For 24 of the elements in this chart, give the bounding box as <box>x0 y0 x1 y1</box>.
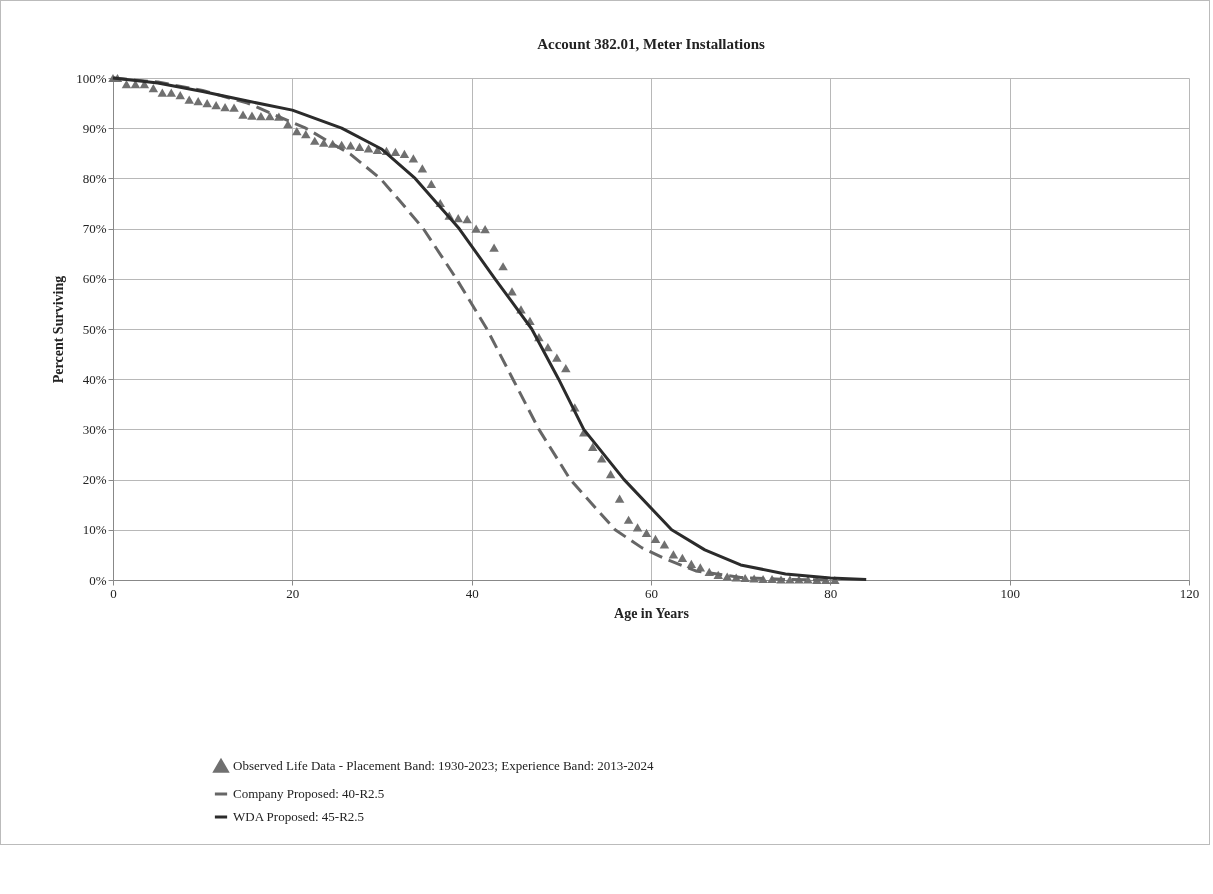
x-tick-label: 20 <box>286 585 300 601</box>
y-tick-label: 30% <box>82 421 107 437</box>
y-tick-label: 20% <box>82 472 107 488</box>
legend-label: WDA Proposed: 45-R2.5 <box>233 809 365 824</box>
y-tick-label: 70% <box>82 221 107 237</box>
y-tick-label: 100% <box>76 70 107 86</box>
x-tick-label: 80 <box>824 585 838 601</box>
chart-title: Account 382.01, Meter Installations <box>537 36 765 52</box>
legend-label: Company Proposed: 40-R2.5 <box>233 786 385 801</box>
y-tick-label: 80% <box>82 170 107 186</box>
legend-label: Observed Life Data - Placement Band: 1930-2023; Experience Band: 2013-2024 <box>233 758 655 773</box>
y-tick-label: 90% <box>82 120 107 136</box>
y-tick-label: 50% <box>82 321 107 337</box>
y-tick-label: 10% <box>82 522 107 538</box>
x-tick-label: 60 <box>645 585 658 601</box>
y-tick-label: 60% <box>82 271 107 287</box>
y-tick-label: 40% <box>82 371 107 387</box>
x-axis-title: Age in Years <box>614 605 690 621</box>
x-tick-label: 0 <box>110 585 117 601</box>
y-axis-title: Percent Surviving <box>51 275 67 384</box>
y-tick-label: 0% <box>89 572 107 588</box>
x-tick-label: 100 <box>1000 585 1020 601</box>
x-tick-label: 120 <box>1179 585 1200 601</box>
x-tick-label: 40 <box>465 585 479 601</box>
